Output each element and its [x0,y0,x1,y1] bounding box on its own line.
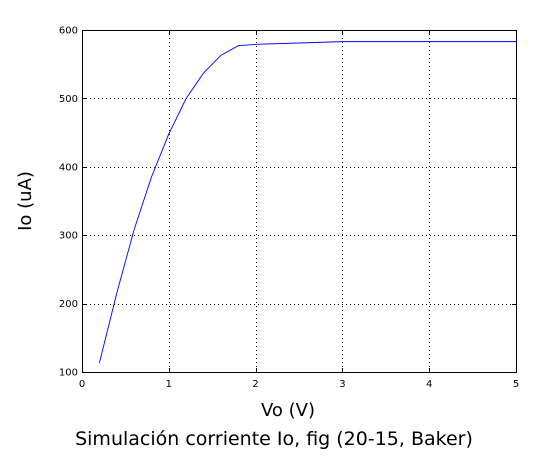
axis-ticks [82,30,517,373]
x-tick-labels: 0 1 2 3 4 5 [79,379,519,390]
y-tick-label: 400 [59,162,78,173]
series-line-0 [98,41,516,364]
y-tick-label: 500 [59,94,78,105]
chart-title: Simulación corriente Io, fig (20-15, Bak… [75,428,473,450]
y-tick-label: 600 [59,26,78,37]
y-tick-label: 200 [59,299,78,310]
x-tick-label: 5 [513,379,519,390]
y-axis-title: Io (uA) [15,171,36,231]
y-tick-labels: 100 200 300 400 500 600 [59,26,78,379]
plot-frame [82,30,517,373]
x-tick-label: 0 [79,379,85,390]
x-axis-title: Vo (V) [261,400,315,421]
grid-lines [82,30,516,372]
y-tick-label: 100 [59,368,78,379]
series-lines [98,41,516,364]
x-tick-label: 3 [339,379,345,390]
y-tick-label: 300 [59,231,78,242]
x-tick-label: 4 [426,379,432,390]
x-tick-label: 2 [252,379,258,390]
x-tick-label: 1 [166,379,172,390]
